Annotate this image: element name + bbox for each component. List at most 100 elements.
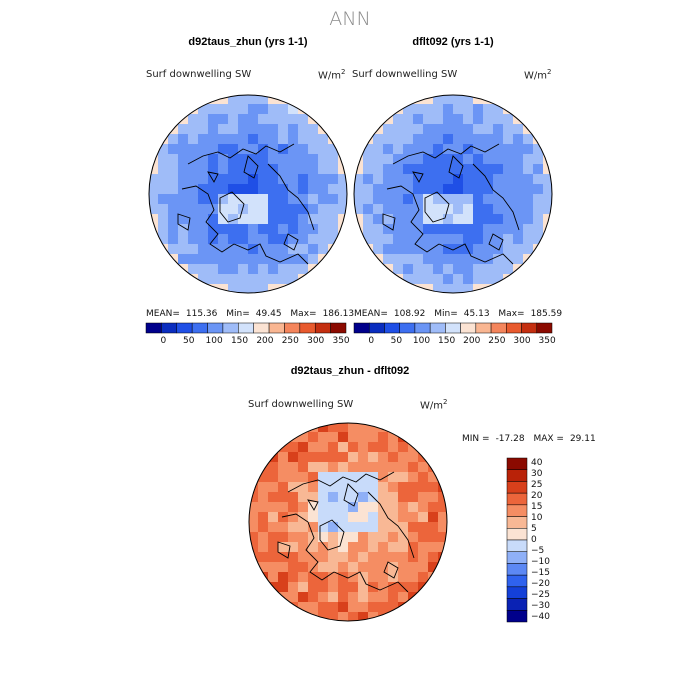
panel-2-colorbar-tick: 150 [438,336,456,346]
panel-3-colorbar-box [506,504,528,517]
panel-2-colorbar-box [521,322,538,334]
panel-1-colorbar-box [176,322,193,334]
panel-3-colorbar-tick: 25 [531,480,543,491]
panel-2-colorbar-tick: 50 [390,336,403,346]
panel-3-min-value: -17.28 [495,434,525,444]
panel-2-colorbar-box [490,322,507,334]
panel-3-colorbar-ticks: 40 30 25 20 15 10 5 0 −5 −10 −15 −20 −25 −30 −40 [531,458,571,622]
panel-3-colorbar-box [506,469,528,482]
panel-3-colorbar-tick: 5 [531,524,537,535]
panel-3-colorbar-tick: −10 [531,556,550,567]
panel-3-colorbar-box [506,539,528,552]
panel-2-map-border [353,94,553,294]
panel-2-min-value: 45.13 [463,309,490,319]
panel-2-colorbar-tick: 200 [463,336,481,346]
panel-1-colorbar-box [299,322,316,334]
panel-3-units: W/m2 [420,398,448,412]
panel-2-min-label: Min= [434,309,458,319]
panel-1-units: W/m2 [318,68,346,82]
panel-2-max-label: Max= [498,309,525,319]
panel-1-colorbar-tick: 0 [160,336,167,346]
panel-3-colorbar-tick: −20 [531,578,550,589]
panel-1-colorbar [145,322,347,334]
panel-1-mean-value: 115.36 [185,309,218,319]
panel-1-mean-label: MEAN= [146,309,180,319]
panel-3-polar-map [248,422,448,622]
panel-1-colorbar-box [191,322,208,334]
panel-1-colorbar-box [145,322,162,334]
panel-3-title: d92taus_zhun - dflt092 [290,365,410,377]
panel-2-colorbar-box [475,322,492,334]
panel-1-colorbar-box [284,322,301,334]
panel-3-colorbar-box [506,586,528,599]
panel-3-colorbar-tick: 15 [531,502,543,513]
panel-1-max-label: Max= [290,309,317,319]
panel-2-title: dflt092 (yrs 1-1) [412,36,494,48]
panel-1-colorbar-tick: 100 [205,336,223,346]
panel-1-colorbar-tick: 200 [256,336,274,346]
panel-3-variable-label: Surf downwelling SW [248,399,354,410]
panel-1-coastlines [177,143,315,265]
panel-2-colorbar-box [414,322,431,334]
panel-3-max-label: MAX = [533,434,564,444]
panel-1-polar-map [148,94,348,294]
panel-2-colorbar-box [399,322,416,334]
panel-1-map-border [148,94,348,294]
panel-1-colorbar-tick: 250 [281,336,299,346]
panel-1-max-value: 186.13 [322,309,355,319]
panel-1-colorbar-box [161,322,178,334]
panel-2-colorbar-box [460,322,477,334]
panel-3-colorbar-box [506,563,528,576]
panel-3-colorbar-tick: −40 [531,611,550,622]
panel-1-colorbar-box [238,322,254,334]
panel-2-colorbar-box [368,322,385,334]
panel-3-colorbar-tick: 40 [531,458,543,469]
panel-3-colorbar-box [506,492,528,506]
panel-3-colorbar-box [506,610,528,623]
panel-2-colorbar-tick: 300 [513,336,531,346]
panel-1-colorbar-tick: 50 [183,336,195,346]
panel-1-title: d92taus_zhun (yrs 1-1) [188,36,308,48]
panel-1-colorbar-box [330,322,347,334]
panel-2-colorbar-box [506,322,522,334]
panel-2-max-value: 185.59 [530,309,563,319]
panel-1-colorbar-box [268,322,285,334]
panel-3-colorbar-box [506,528,528,541]
panel-3-colorbar-tick: −15 [531,567,550,578]
panel-2-colorbar-ticks: 0 50 100 150 200 250 300 350 [354,336,555,348]
panel-1-colorbar-tick: 300 [307,336,325,346]
panel-2-colorbar-box [445,322,461,334]
panel-1-colorbar-box [207,322,224,334]
panel-1-colorbar-box [314,322,331,334]
panel-1-min-label: Min= [226,309,250,319]
panel-3-max-value: 29.11 [569,434,596,444]
panel-2-colorbar-tick: 0 [368,336,375,346]
panel-1-colorbar-ticks: 0 50 100 150 200 250 300 350 [146,336,350,348]
panel-3-colorbar-tick: −25 [531,589,550,600]
panel-3-colorbar-box [506,574,528,588]
panel-2-colorbar-box [429,322,446,334]
panel-2-coastlines [382,143,520,265]
panel-2-stats: MEAN= 108.92 Min= 45.13 Max= 185.59 [354,309,568,319]
panel-2-colorbar-tick: 250 [488,336,506,346]
panel-3-colorbar-tick: 20 [531,491,543,502]
panel-3-stats: MIN = -17.28 MAX = 29.11 [462,434,602,444]
panel-3-colorbar-box [506,516,528,529]
panel-3-map-border [248,422,448,622]
panel-3-colorbar-tick: 10 [531,513,543,524]
panel-1-min-value: 49.45 [255,309,282,319]
panel-3-coastlines [277,471,415,593]
panel-3-colorbar-box [506,481,528,494]
panel-2-colorbar-box [384,322,400,334]
panel-1-variable-label: Surf downwelling SW [146,69,252,80]
panel-2-colorbar-tick: 100 [412,336,431,346]
panel-1-colorbar-tick: 150 [230,336,249,346]
panel-3-colorbar-box [506,457,528,470]
panel-2-colorbar-tick: 350 [538,336,556,346]
figure-title: ANN [329,8,371,30]
panel-3-colorbar-box [506,598,528,611]
panel-3-colorbar [506,457,528,623]
panel-2-variable-label: Surf downwelling SW [352,69,458,80]
panel-2-units: W/m2 [524,68,552,82]
panel-3-min-label: MIN = [462,434,490,444]
